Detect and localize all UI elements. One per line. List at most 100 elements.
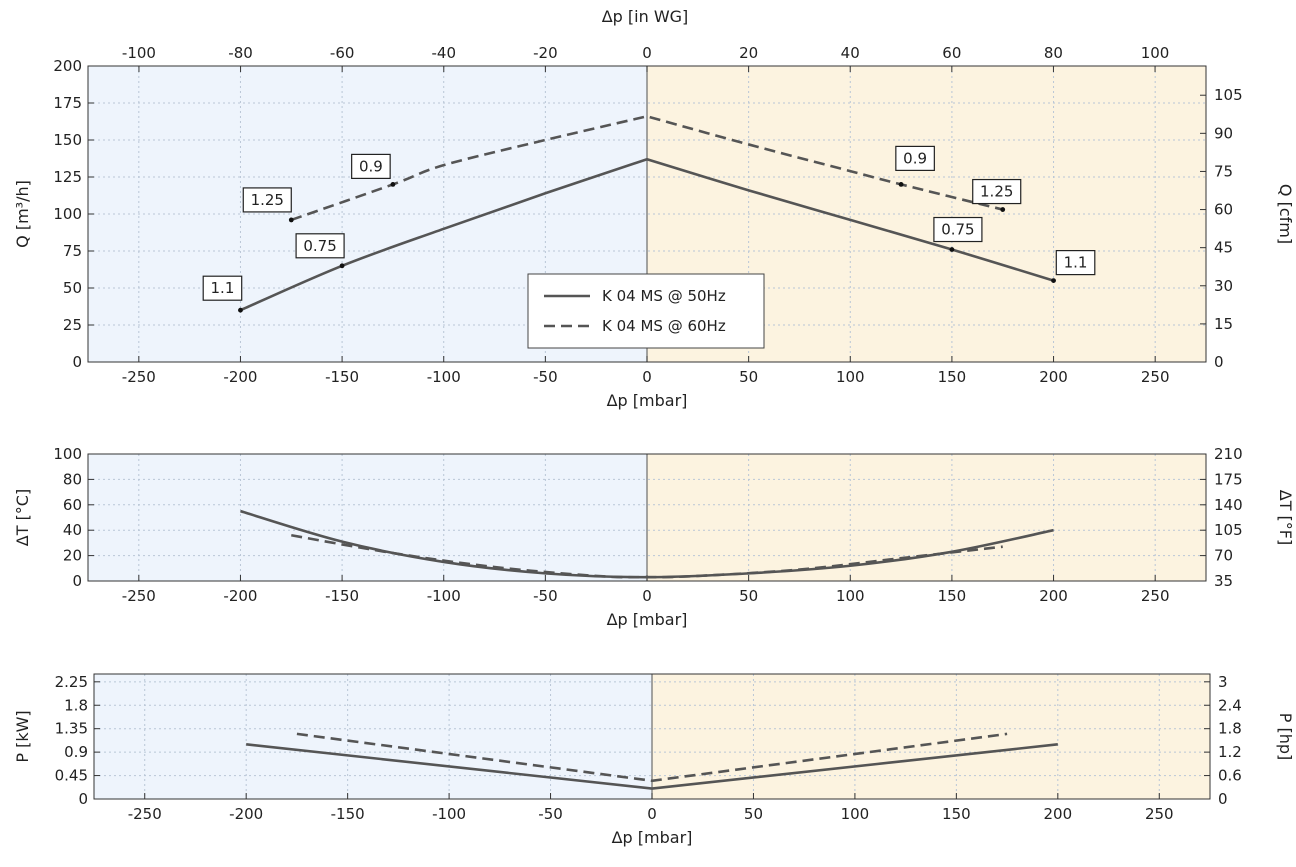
y-right-tick-label: 60 — [1214, 201, 1233, 219]
annotation-label: 0.9 — [903, 149, 927, 167]
y-right-axis-label: Q [cfm] — [1276, 184, 1295, 244]
y-right-tick-label: 35 — [1214, 572, 1233, 590]
x-tick-label: 100 — [836, 587, 865, 605]
y-tick-label: 60 — [63, 496, 82, 514]
x-tick-label: 0 — [642, 587, 652, 605]
x-tick-label: 50 — [739, 368, 758, 386]
y-axis-label: Q [m³/h] — [13, 180, 32, 248]
x-tick-label: -250 — [122, 368, 156, 386]
annotation-box — [895, 145, 935, 171]
annotation-box — [972, 178, 1022, 205]
x-tick-label: -150 — [325, 587, 359, 605]
x-tick-label: 200 — [1039, 368, 1068, 386]
series-line-60hz — [290, 114, 1004, 222]
x-top-tick-label: -20 — [533, 44, 558, 62]
annotation-label: 0.75 — [303, 237, 336, 255]
x-tick-label: 150 — [938, 587, 967, 605]
y-tick-label: 20 — [63, 547, 82, 565]
y-tick-label: 1.35 — [55, 720, 88, 738]
y-right-tick-label: 105 — [1214, 86, 1243, 104]
y-right-tick-label: 15 — [1214, 315, 1233, 333]
y-tick-label: 0 — [72, 572, 82, 590]
annotation-box — [202, 275, 243, 301]
annotation-point — [288, 217, 294, 223]
series-line-60hz — [291, 533, 1003, 579]
y-tick-label: 0.9 — [64, 743, 88, 761]
x-top-tick-label: 40 — [841, 44, 860, 62]
annotation-point — [238, 307, 243, 313]
x-tick-label: 250 — [1145, 805, 1174, 823]
y-right-tick-label: 0 — [1214, 353, 1224, 371]
y-right-tick-label: 75 — [1214, 162, 1233, 180]
y-right-tick-label: 140 — [1214, 496, 1243, 514]
y-right-tick-label: 175 — [1214, 470, 1243, 488]
chart-panel-power: -250 -200 -150 -100 -50 0 50 100 150 200 250 Δp [mb… — [13, 673, 1295, 847]
annotation-label: 1.25 — [251, 191, 284, 209]
region-negative-pressure — [88, 454, 647, 581]
x-tick-label: 200 — [1039, 587, 1068, 605]
x-top-tick-label: 60 — [942, 44, 961, 62]
y-right-tick-label: 1.8 — [1218, 720, 1242, 738]
annotation-box — [242, 187, 292, 213]
x-axis-label: Δp [mbar] — [607, 610, 688, 629]
y-right-axis-label: P [hp] — [1276, 713, 1295, 761]
x-top-tick-label: -60 — [330, 44, 355, 62]
annotation-point — [1000, 207, 1006, 212]
x-tick-label: -100 — [427, 587, 461, 605]
x-tick-label: 100 — [841, 805, 870, 823]
x-tick-label: 250 — [1141, 368, 1170, 386]
annotation-label: 1.1 — [1064, 254, 1088, 272]
y-tick-label: 2.25 — [55, 673, 88, 691]
annotation-point — [898, 182, 904, 187]
y-right-tick-label: 70 — [1214, 547, 1233, 565]
annotation-point — [949, 247, 955, 252]
x-tick-label: 150 — [942, 805, 971, 823]
series-line-50hz — [246, 743, 1058, 790]
x-tick-label: 0 — [647, 805, 657, 823]
y-tick-label: 40 — [63, 521, 82, 539]
y-axis-label: ΔT [°C] — [13, 489, 32, 546]
x-top-tick-label: -80 — [228, 44, 253, 62]
y-tick-label: 0.45 — [55, 767, 88, 785]
legend-entry: K 04 MS @ 50Hz — [602, 287, 726, 305]
y-axis-label: P [kW] — [13, 710, 32, 762]
y-tick-label: 175 — [53, 94, 82, 112]
annotation-point — [339, 263, 345, 269]
x-tick-label: 250 — [1141, 587, 1170, 605]
legend — [527, 273, 765, 349]
x-axis-label: Δp [mbar] — [607, 391, 688, 410]
x-tick-label: -150 — [331, 805, 365, 823]
x-tick-label: -250 — [128, 805, 162, 823]
x-tick-label: 150 — [938, 368, 967, 386]
x-tick-label: 50 — [744, 805, 763, 823]
x-tick-label: -50 — [533, 368, 558, 386]
y-right-tick-label: 90 — [1214, 124, 1233, 142]
x-tick-label: 0 — [642, 368, 652, 386]
x-top-tick-label: 80 — [1044, 44, 1063, 62]
y-right-tick-label: 2.4 — [1218, 696, 1242, 714]
x-tick-label: -200 — [229, 805, 263, 823]
annotation-label: 0.9 — [359, 157, 383, 175]
region-positive-pressure — [647, 454, 1206, 581]
annotation-box — [295, 233, 345, 259]
annotation-label: 0.75 — [941, 221, 974, 239]
x-axis-label: Δp [mbar] — [612, 828, 693, 847]
y-tick-label: 100 — [53, 205, 82, 223]
x-tick-label: 100 — [836, 368, 865, 386]
y-tick-label: 75 — [63, 242, 82, 260]
x-tick-label: -100 — [432, 805, 466, 823]
y-right-tick-label: 0.6 — [1218, 767, 1242, 785]
series-line-60hz — [296, 732, 1008, 783]
annotation-box — [1055, 250, 1096, 276]
annotation-point — [1051, 278, 1056, 283]
x-tick-label: -100 — [427, 368, 461, 386]
x-top-tick-label: 0 — [642, 44, 652, 62]
x-tick-label: 50 — [739, 587, 758, 605]
x-top-tick-label: -100 — [122, 44, 156, 62]
y-right-tick-label: 45 — [1214, 239, 1233, 257]
x-tick-label: -50 — [538, 805, 563, 823]
